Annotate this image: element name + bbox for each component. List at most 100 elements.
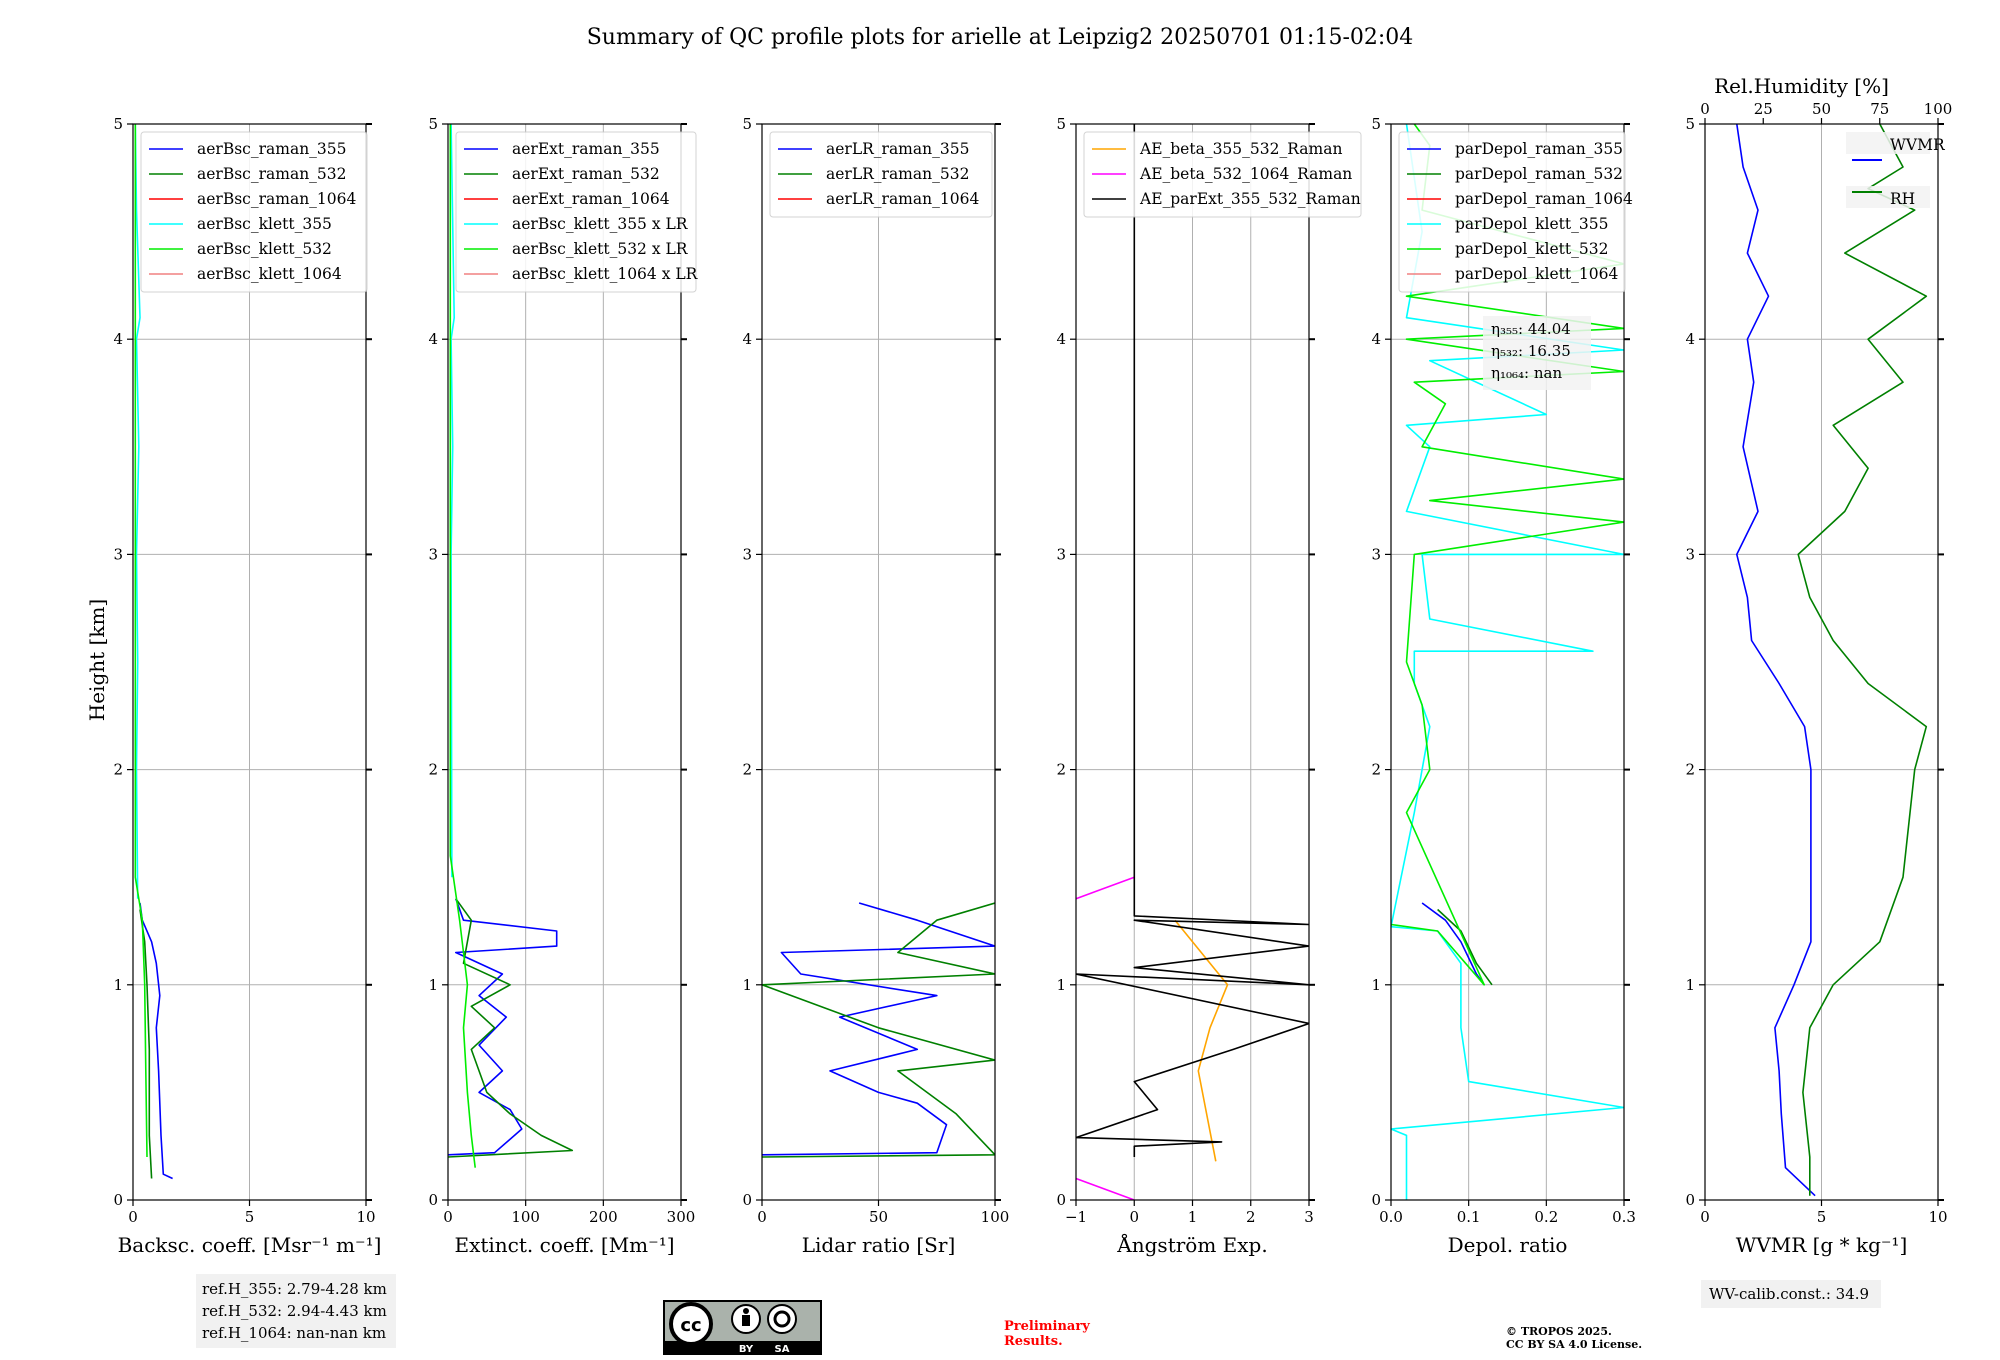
top-x-tick-label: 50 <box>1812 100 1831 118</box>
y-tick-label: 2 <box>1371 761 1381 779</box>
y-tick-label: 5 <box>1056 115 1066 133</box>
x-tick-label: 0.1 <box>1457 1208 1481 1226</box>
series-line-aerlr-raman-355 <box>762 902 995 1156</box>
y-tick-label: 3 <box>113 545 123 563</box>
x-tick-label: 0.0 <box>1379 1208 1403 1226</box>
x-tick-label: 10 <box>1928 1208 1947 1226</box>
legend-label: parDepol_raman_532 <box>1455 165 1623 183</box>
legend-label: parDepol_klett_355 <box>1455 215 1608 233</box>
legend-label: aerBsc_klett_1064 x LR <box>512 265 699 283</box>
eta-value: η₅₃₂: 16.35 <box>1491 342 1571 360</box>
legend-label: AE_beta_532_1064_Raman <box>1139 165 1352 183</box>
y-tick-label: 3 <box>1056 545 1066 563</box>
y-tick-label: 4 <box>1056 330 1066 348</box>
series-line-aerext-raman-532 <box>448 898 574 1158</box>
calib-const: WV-calib.const.: 34.9 <box>1709 1285 1869 1303</box>
series-group <box>134 124 173 1180</box>
cc-icon <box>669 1302 713 1346</box>
axes-frame <box>447 123 682 1201</box>
copyright-line2: CC BY SA 4.0 License. <box>1506 1338 1642 1351</box>
legend-label: aerExt_raman_532 <box>512 165 660 183</box>
calib-box <box>1701 1280 1881 1308</box>
legend-label: aerBsc_raman_1064 <box>197 190 357 208</box>
x-tick-label: 0 <box>1129 1208 1139 1226</box>
legend-label: AE_beta_355_532_Raman <box>1139 140 1342 158</box>
y-tick-label: 5 <box>1685 115 1695 133</box>
copyright-line1: © TROPOS 2025. <box>1506 1325 1612 1338</box>
x-tick-label: 5 <box>245 1208 255 1226</box>
legend-label: aerLR_raman_532 <box>826 165 969 183</box>
x-axis-label: Extinct. coeff. [Mm⁻¹] <box>454 1233 674 1257</box>
top-x-tick-label: 100 <box>1924 100 1953 118</box>
legend-label: aerBsc_klett_532 <box>197 240 332 258</box>
y-tick-label: 5 <box>428 115 438 133</box>
y-tick-label: 5 <box>1371 115 1381 133</box>
cc-by-sa-badge: cc BY SA <box>663 1300 822 1355</box>
x-tick-label: 200 <box>589 1208 618 1226</box>
x-tick-label: 0.2 <box>1534 1208 1558 1226</box>
legend-label: aerBsc_klett_1064 <box>197 265 342 283</box>
x-tick-label: 10 <box>356 1208 375 1226</box>
y-tick-label: 2 <box>1056 761 1066 779</box>
legend-label: aerLR_raman_1064 <box>826 190 979 208</box>
series-line-aerlr-raman-532 <box>762 902 995 1158</box>
y-tick-label: 0 <box>1056 1191 1066 1209</box>
preliminary-line2: Results. <box>1004 1334 1063 1349</box>
x-tick-label: −1 <box>1065 1208 1087 1226</box>
y-tick-label: 1 <box>1056 976 1066 994</box>
y-tick-label: 3 <box>428 545 438 563</box>
y-tick-label: 4 <box>742 330 752 348</box>
cc-label: cc <box>680 1315 701 1336</box>
annotation: WV-calib.const.: 34.9 <box>1701 1280 1881 1308</box>
eta-box <box>1483 316 1591 390</box>
legend-label: aerBsc_klett_355 <box>197 215 332 233</box>
y-tick-label: 5 <box>113 115 123 133</box>
top-x-tick-label: 0 <box>1700 100 1710 118</box>
legend: aerBsc_raman_355 aerBsc_raman_532 aerBsc_r… <box>140 131 368 293</box>
legend-frame <box>769 131 993 218</box>
y-tick-label: 0 <box>1371 1191 1381 1209</box>
x-axis-label: Ångström Exp. <box>1116 1232 1267 1257</box>
x-tick-label: 0 <box>1700 1208 1710 1226</box>
top-x-axis-label: Rel.Humidity [%] <box>1714 74 1889 98</box>
legend-label: aerBsc_raman_532 <box>197 165 347 183</box>
preliminary-line1: Preliminary <box>1004 1319 1090 1334</box>
refh-box: ref.H_355: 2.79-4.28 km ref.H_532: 2.94-… <box>196 1274 396 1348</box>
series-line-aerbsc-klett-532-x-lr <box>449 124 476 1168</box>
panel-2: 0 100 200 300 0 1 2 3 4 5 Extinct. coeff. [Mm⁻¹] ae… <box>428 115 698 1257</box>
x-tick-label: 0.3 <box>1612 1208 1636 1226</box>
x-tick-label: 1 <box>1188 1208 1198 1226</box>
y-tick-label: 4 <box>113 330 123 348</box>
legend-frame <box>140 131 368 293</box>
legend-frame <box>455 131 697 293</box>
series-line-aerbsc-klett-355 <box>134 124 141 899</box>
legend-frame <box>1083 131 1362 218</box>
y-tick-label: 4 <box>428 330 438 348</box>
x-tick-label: 3 <box>1304 1208 1314 1226</box>
series-line-aerbsc-klett-355-x-lr <box>450 124 456 878</box>
x-axis-label: Lidar ratio [Sr] <box>802 1233 956 1257</box>
legend-label: parDepol_raman_1064 <box>1455 190 1633 208</box>
legend-frame <box>1398 131 1626 293</box>
series-line-aerbsc-raman-355 <box>139 902 173 1180</box>
y-tick-label: 1 <box>1371 976 1381 994</box>
series-line-aerext-raman-355 <box>448 898 558 1156</box>
legend: WVMR RH <box>1846 132 1946 208</box>
y-tick-label: 4 <box>1371 330 1381 348</box>
panel-3: 0 50 100 0 1 2 3 4 5 Lidar ratio [Sr] aerLR_raman_… <box>742 115 1009 1257</box>
legend-label-wvmr: WVMR <box>1890 136 1946 154</box>
y-tick-label: 1 <box>1685 976 1695 994</box>
series-group <box>1076 124 1309 1200</box>
y-tick-label: 5 <box>742 115 752 133</box>
y-tick-label: 0 <box>113 1191 123 1209</box>
sa-share-icon <box>767 1304 797 1334</box>
y-tick-label: 4 <box>1685 330 1695 348</box>
legend-box <box>1846 186 1930 208</box>
refh-1064: ref.H_1064: nan-nan km <box>202 1324 386 1342</box>
legend-label: aerBsc_raman_355 <box>197 140 347 158</box>
series-group <box>1736 124 1928 1197</box>
x-axis-label: WVMR [g * kg⁻¹] <box>1736 1233 1908 1257</box>
